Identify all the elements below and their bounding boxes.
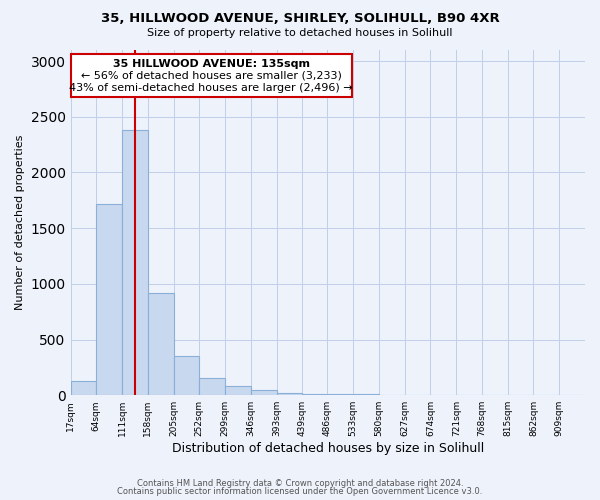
Text: Contains HM Land Registry data © Crown copyright and database right 2024.: Contains HM Land Registry data © Crown c…	[137, 478, 463, 488]
Y-axis label: Number of detached properties: Number of detached properties	[15, 135, 25, 310]
Bar	[96, 204, 122, 395]
X-axis label: Distribution of detached houses by size in Solihull: Distribution of detached houses by size …	[172, 442, 484, 455]
Text: 35 HILLWOOD AVENUE: 135sqm: 35 HILLWOOD AVENUE: 135sqm	[113, 59, 310, 69]
Text: 43% of semi-detached houses are larger (2,496) →: 43% of semi-detached houses are larger (…	[69, 83, 353, 93]
Bar	[251, 390, 277, 395]
Text: ← 56% of detached houses are smaller (3,233): ← 56% of detached houses are smaller (3,…	[80, 71, 341, 81]
Bar	[302, 394, 328, 395]
Bar	[199, 378, 225, 395]
Bar	[173, 356, 199, 395]
Bar	[225, 386, 251, 395]
Bar	[379, 394, 405, 395]
Text: Contains public sector information licensed under the Open Government Licence v3: Contains public sector information licen…	[118, 487, 482, 496]
Bar	[122, 130, 148, 395]
Bar	[148, 293, 173, 395]
Bar	[328, 394, 353, 395]
Bar	[277, 393, 302, 395]
Bar	[353, 394, 379, 395]
Text: 35, HILLWOOD AVENUE, SHIRLEY, SOLIHULL, B90 4XR: 35, HILLWOOD AVENUE, SHIRLEY, SOLIHULL, …	[101, 12, 499, 26]
FancyBboxPatch shape	[71, 54, 352, 97]
Bar	[71, 382, 96, 395]
Text: Size of property relative to detached houses in Solihull: Size of property relative to detached ho…	[147, 28, 453, 38]
